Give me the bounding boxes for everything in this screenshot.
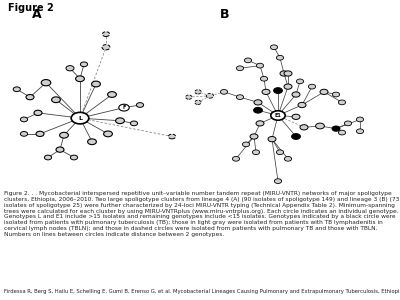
Circle shape [271,111,285,120]
Circle shape [338,100,346,105]
Circle shape [168,134,176,139]
Circle shape [254,100,262,105]
Circle shape [44,155,52,160]
Circle shape [298,102,306,108]
Circle shape [80,62,88,67]
Circle shape [276,150,284,154]
Circle shape [320,89,328,94]
Text: B: B [220,8,230,21]
Circle shape [108,92,116,98]
Circle shape [34,110,42,116]
Text: L: L [78,116,82,121]
Circle shape [102,45,110,50]
Circle shape [52,97,60,103]
Circle shape [88,139,96,145]
Circle shape [195,100,201,104]
Circle shape [13,87,20,92]
Circle shape [274,179,282,184]
Circle shape [252,150,260,154]
Circle shape [70,155,78,160]
Circle shape [92,81,100,87]
Circle shape [60,132,68,138]
Circle shape [268,136,276,142]
Circle shape [102,32,110,37]
Circle shape [71,112,89,124]
Circle shape [280,71,288,76]
Circle shape [119,104,129,111]
Circle shape [254,107,262,113]
Circle shape [136,103,144,107]
Circle shape [36,131,44,136]
Circle shape [344,121,352,126]
Circle shape [130,121,138,126]
Circle shape [232,156,240,161]
Text: Firdessa R, Berg S, Hailu E, Schelling E, Gumi B, Erenso G, et al. Mycobacterial: Firdessa R, Berg S, Hailu E, Schelling E… [4,289,400,294]
Circle shape [284,71,292,76]
Circle shape [195,90,201,94]
Text: E1: E1 [275,113,281,118]
Circle shape [104,131,112,137]
Circle shape [41,80,51,86]
Circle shape [260,76,268,81]
Circle shape [26,94,34,100]
Circle shape [296,79,304,84]
Circle shape [250,134,258,139]
Text: F: F [122,105,126,110]
Circle shape [206,93,214,98]
Circle shape [236,66,244,70]
Circle shape [270,45,278,50]
Circle shape [20,117,28,122]
Circle shape [242,142,250,147]
Circle shape [274,88,282,93]
Text: Figure 2: Figure 2 [8,3,54,13]
Circle shape [316,123,324,129]
Circle shape [56,147,64,152]
Text: A: A [32,8,42,21]
Circle shape [356,117,364,122]
Circle shape [338,130,346,135]
Circle shape [292,114,300,119]
Circle shape [186,95,192,99]
Circle shape [220,89,228,94]
Circle shape [284,156,292,161]
Circle shape [262,89,270,94]
Circle shape [292,92,300,97]
Circle shape [332,126,340,131]
Circle shape [308,84,316,89]
Circle shape [292,134,300,140]
Circle shape [300,125,308,130]
Circle shape [76,76,84,82]
Circle shape [116,118,124,124]
Circle shape [284,84,292,89]
Circle shape [236,95,244,100]
Circle shape [356,129,364,134]
Text: Figure 2. . . Mycobacterial interspersed repetitive unit–variable number tandem : Figure 2. . . Mycobacterial interspersed… [4,191,399,237]
Circle shape [66,66,74,71]
Circle shape [276,56,284,60]
Circle shape [256,121,264,126]
Circle shape [20,131,28,136]
Circle shape [256,63,264,68]
Circle shape [244,58,252,63]
Circle shape [332,92,340,97]
